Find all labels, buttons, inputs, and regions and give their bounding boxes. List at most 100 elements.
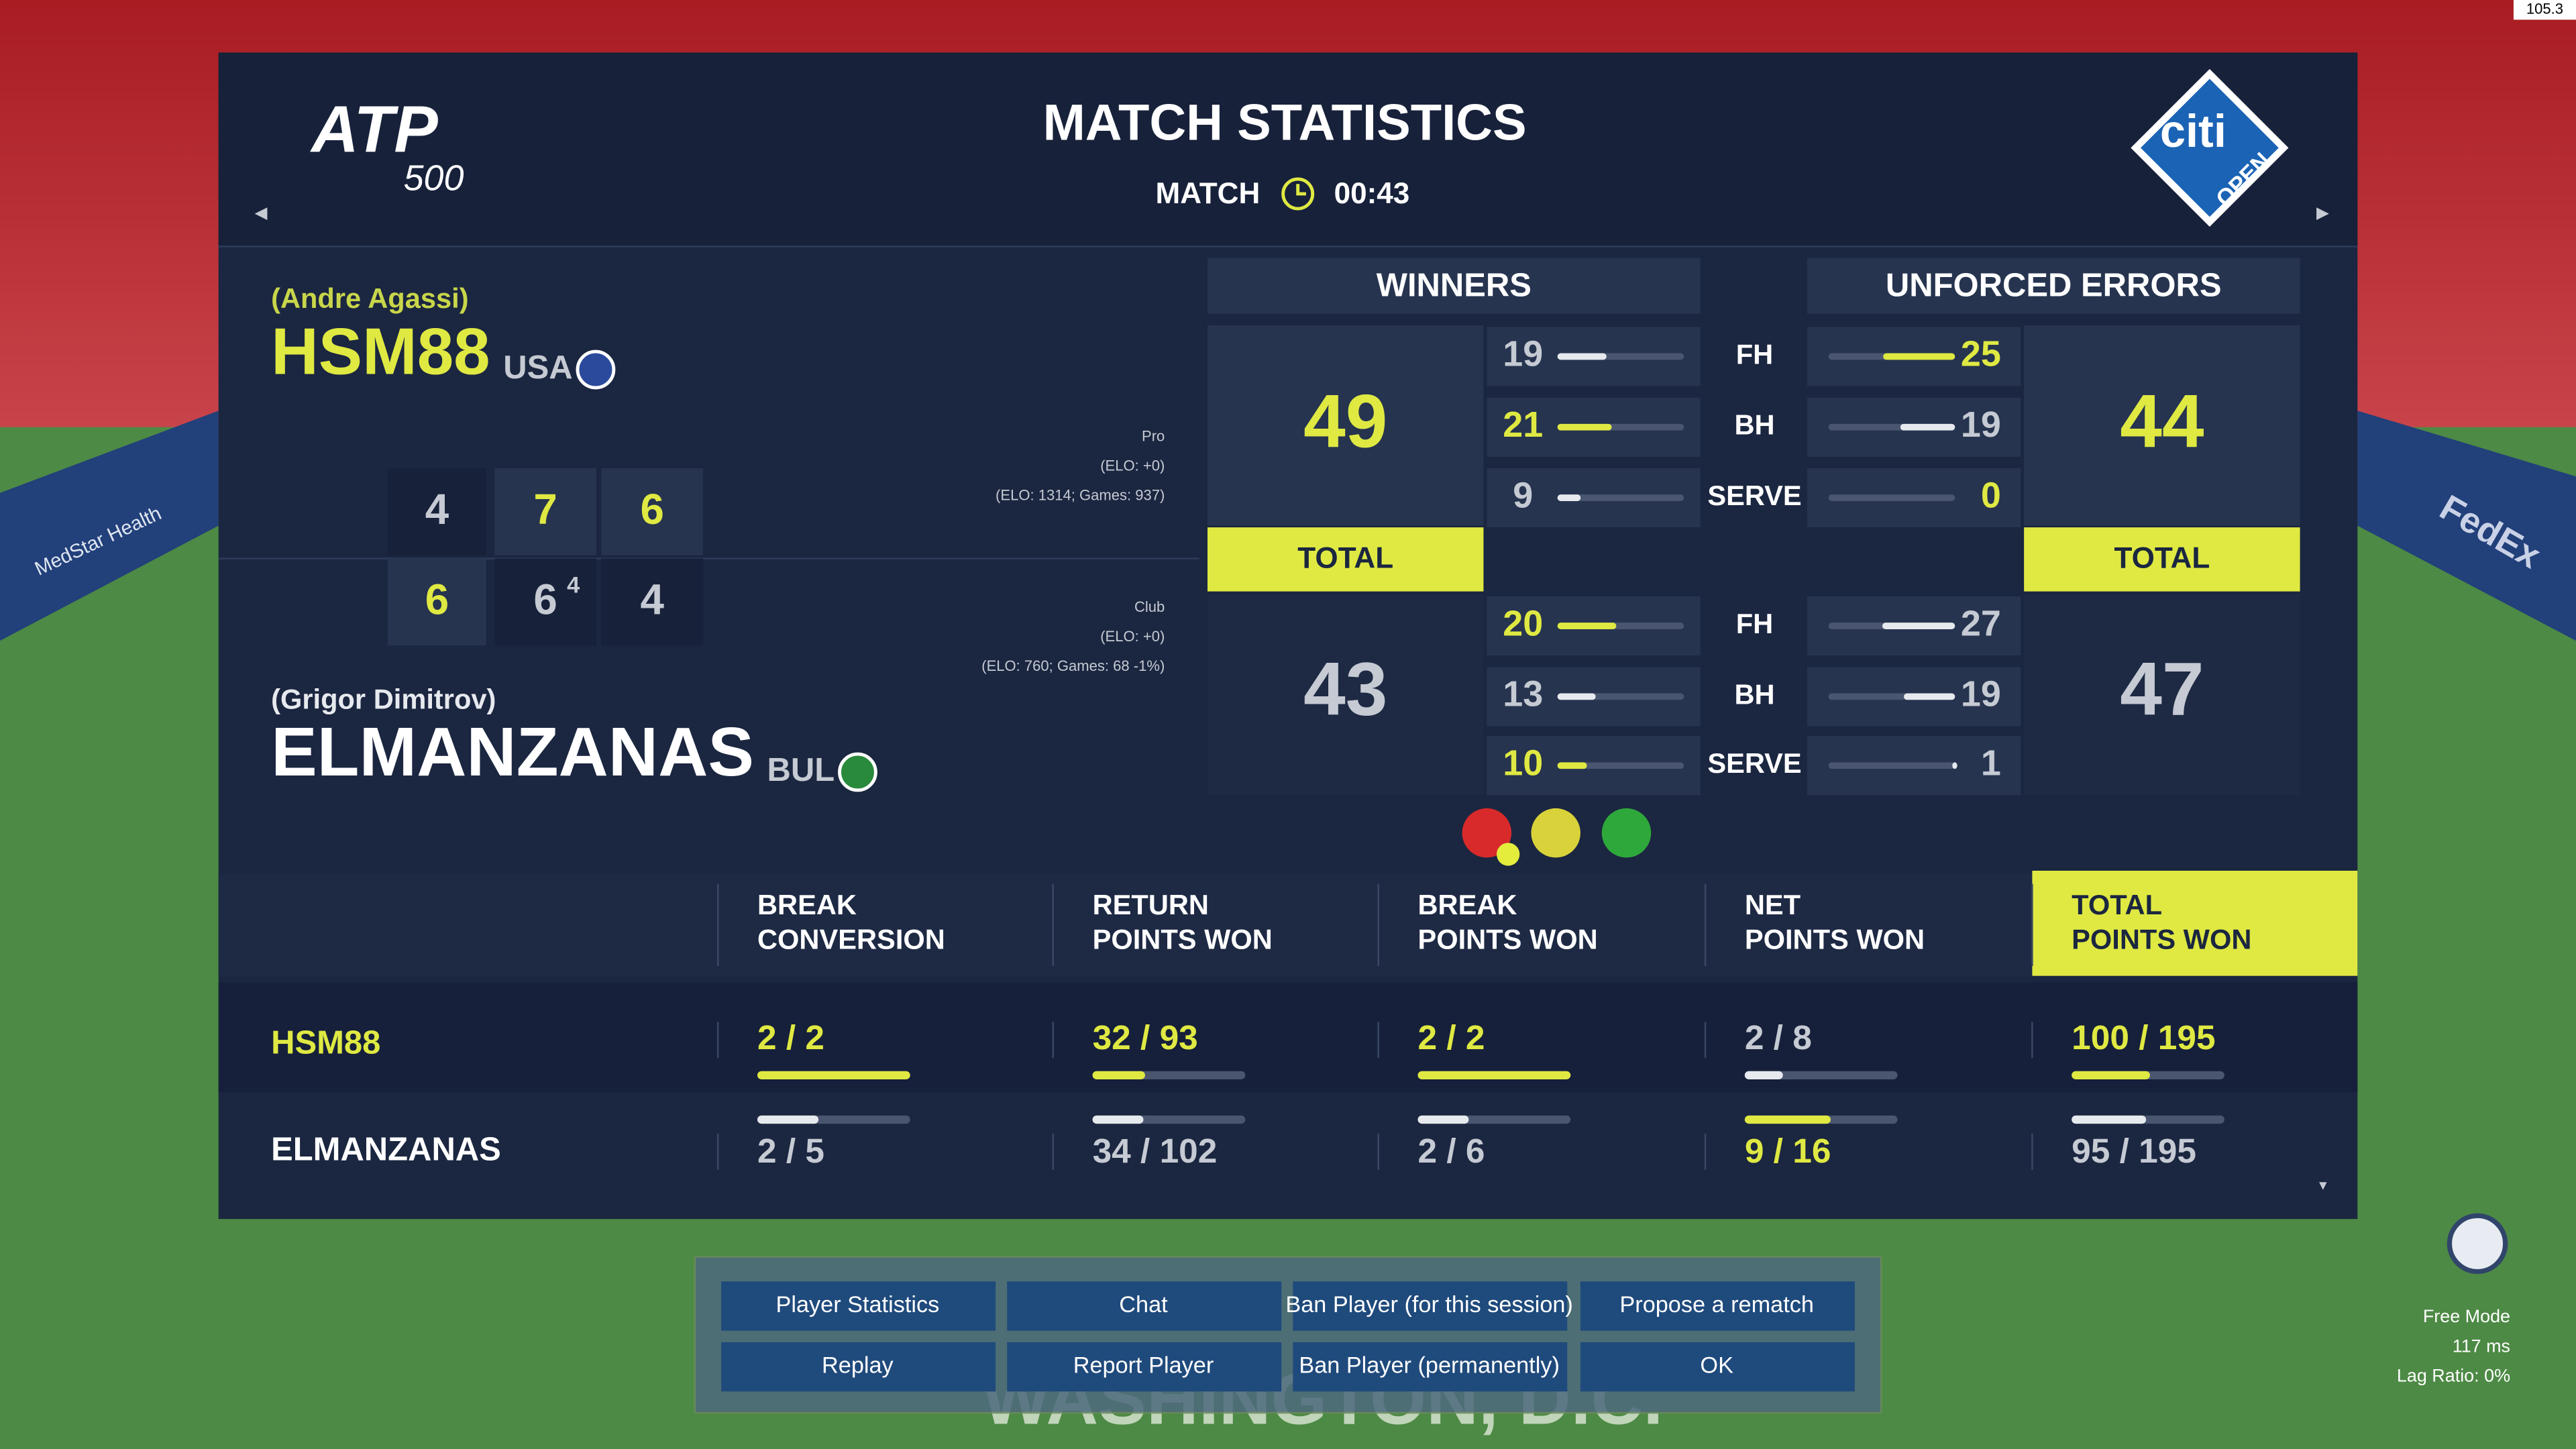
player-elo-detail: (ELO: 1314; Games: 937)	[996, 486, 1165, 503]
player-level: Club	[1134, 598, 1165, 615]
total-box	[1208, 594, 1484, 796]
set-cell	[601, 558, 704, 646]
arrow-left: ◀	[255, 204, 268, 222]
stat-bar	[2072, 1071, 2150, 1079]
button[interactable]: Report Player	[1007, 1342, 1282, 1392]
total-value: 43	[1303, 647, 1387, 731]
total-label: TOTAL	[1297, 542, 1393, 575]
button[interactable]: Chat	[1007, 1281, 1282, 1331]
stat-bar	[1882, 623, 1955, 629]
stat-bar	[1417, 1115, 1469, 1124]
wall-left	[0, 411, 219, 641]
player-level: Pro	[1142, 427, 1165, 444]
stat-bar	[1557, 762, 1587, 769]
stat-bar	[1904, 693, 1955, 700]
table-row	[218, 982, 2358, 1093]
stat-text: 2 / 6	[1417, 1131, 1485, 1170]
section-header	[1208, 258, 1701, 314]
shot-label: FH	[1736, 338, 1773, 370]
title: MATCH STATISTICS	[1043, 95, 1527, 152]
stat-bar	[1092, 1071, 1145, 1079]
fps-box	[2513, 0, 2576, 20]
arrow-right: ▶	[2316, 204, 2329, 222]
bar-track	[1744, 1071, 1898, 1079]
column-header: BREAK	[757, 889, 857, 920]
stat-text: 9 / 16	[1745, 1131, 1831, 1170]
button[interactable]: OK	[1580, 1342, 1855, 1392]
stat-value: 0	[1981, 475, 2001, 515]
stat-text: 32 / 93	[1093, 1018, 1198, 1057]
set-score: 4	[641, 576, 665, 624]
wall-right	[2357, 411, 2576, 641]
button-bg	[721, 1342, 996, 1392]
stat-bar	[1883, 353, 1955, 360]
shot-label: FH	[1736, 608, 1773, 639]
total-value: 47	[2120, 647, 2204, 731]
shot-label: SERVE	[1707, 480, 1801, 511]
button[interactable]: Propose a rematch	[1580, 1281, 1855, 1331]
player-name: ELMANZANAS	[271, 713, 754, 790]
scroll-arrow: ▼	[2316, 1178, 2329, 1193]
stat-text: 2 / 5	[757, 1131, 824, 1170]
player-name: HSM88	[271, 314, 490, 388]
ping: 117 ms	[2453, 1336, 2510, 1356]
citi-diamond-inner	[2141, 78, 2279, 217]
avatar	[2447, 1213, 2508, 1275]
stat-text: 100 / 195	[2072, 1018, 2215, 1057]
stat-bar	[1952, 762, 1957, 769]
column-header: CONVERSION	[757, 923, 945, 955]
button-label: Ban Player (permanently)	[1299, 1353, 1560, 1379]
stat-value: 1	[1981, 743, 2001, 783]
match-time: 00:43	[1334, 177, 1410, 210]
bar-track	[1828, 494, 1955, 501]
stat-value: 25	[1961, 334, 2001, 374]
total-box	[2024, 325, 2300, 526]
country: USA	[503, 350, 572, 386]
clock-hands	[1296, 184, 1306, 196]
button-bg	[1293, 1342, 1568, 1392]
stat-value: 20	[1503, 603, 1543, 643]
button-label: Chat	[1119, 1292, 1168, 1318]
button-bg	[1580, 1281, 1855, 1331]
shot-label: BH	[1734, 409, 1774, 441]
stat-text: 2 / 2	[757, 1018, 824, 1057]
stat-text: 34 / 102	[1093, 1131, 1218, 1170]
button[interactable]: Ban Player (for this session)	[1285, 1281, 1573, 1331]
column-header: NET	[1745, 889, 1801, 920]
set-cell	[387, 468, 486, 555]
icon-neutral	[1531, 808, 1580, 858]
fps: 105.3	[2526, 1, 2563, 17]
real-name: (Grigor Dimitrov)	[271, 684, 496, 715]
total-bar	[1208, 527, 1484, 592]
stat-bar	[1900, 423, 1955, 431]
stat-bar	[1744, 1115, 1831, 1124]
table-header	[218, 873, 2358, 976]
column-header: TOTAL	[2072, 889, 2162, 920]
player-elo-detail: (ELO: 760; Games: 68 -1%)	[981, 657, 1165, 674]
set-cell	[494, 468, 596, 555]
total-label: TOTAL	[2114, 542, 2210, 575]
button[interactable]: Replay	[721, 1342, 996, 1392]
row-name: ELMANZANAS	[271, 1132, 501, 1168]
set-cell	[387, 558, 486, 646]
row-name: HSM88	[271, 1024, 380, 1061]
column-header: BREAK	[1417, 889, 1517, 920]
button[interactable]: Ban Player (permanently)	[1293, 1342, 1568, 1392]
button-bg	[1007, 1281, 1282, 1331]
stat-bar	[1417, 1071, 1571, 1079]
bar-track	[1557, 762, 1684, 769]
stat-value: 27	[1961, 603, 2001, 643]
button-label: OK	[1700, 1353, 1733, 1379]
button-label: Player Statistics	[775, 1292, 939, 1318]
button[interactable]: Player Statistics	[721, 1281, 996, 1331]
total-value: 49	[1303, 378, 1387, 463]
stat-text: 2 / 8	[1745, 1018, 1812, 1057]
stat-bar	[1557, 623, 1617, 629]
stat-bar	[1744, 1071, 1783, 1079]
logo-tier: 500	[404, 158, 464, 199]
total-box	[2024, 594, 2300, 796]
stat-value: 19	[1503, 334, 1543, 374]
stat-value: 9	[1513, 475, 1533, 515]
stat-bar	[1557, 494, 1581, 501]
country: BUL	[767, 752, 835, 788]
